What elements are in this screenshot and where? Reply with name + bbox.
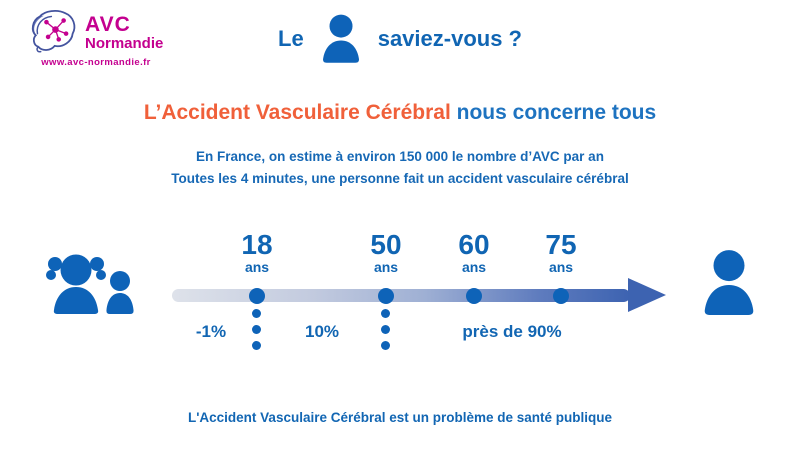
age-marker-18: 18 ans bbox=[241, 229, 273, 276]
timeline-dot bbox=[378, 288, 394, 304]
age-value: 75 bbox=[545, 229, 577, 260]
brand-name: AVC bbox=[85, 13, 131, 36]
did-you-know-header: Le saviez-vous ? bbox=[278, 12, 522, 66]
dropline-dot bbox=[252, 341, 261, 350]
intro-text: En France, on estime à environ 150 000 l… bbox=[0, 146, 800, 190]
timeline-bar bbox=[172, 289, 630, 302]
adult-icon bbox=[704, 250, 754, 315]
dropline-dot bbox=[381, 341, 390, 350]
dropline-dot bbox=[381, 309, 390, 318]
age-unit: ans bbox=[244, 259, 270, 275]
age-value: 18 bbox=[241, 229, 273, 260]
age-marker-60: 60 ans bbox=[458, 229, 490, 276]
age-unit: ans bbox=[548, 259, 574, 275]
age-marker-75: 75 ans bbox=[545, 229, 577, 276]
age-marker-50: 50 ans bbox=[370, 229, 402, 276]
footer-text: L'Accident Vasculaire Cérébral est un pr… bbox=[187, 410, 613, 425]
intro-line-2: Toutes les 4 minutes, une personne fait … bbox=[171, 171, 629, 186]
header-word-saviez: saviez-vous ? bbox=[377, 26, 522, 51]
title-rest: nous concerne tous bbox=[456, 101, 657, 124]
intro-line-1: En France, on estime à environ 150 000 l… bbox=[196, 149, 604, 164]
dropline-dot bbox=[381, 325, 390, 334]
age-unit: ans bbox=[373, 259, 399, 275]
timeline-dot bbox=[553, 288, 569, 304]
age-value: 60 bbox=[458, 229, 490, 260]
page-title: L’Accident Vasculaire Cérébral nous conc… bbox=[0, 101, 800, 125]
timeline-dot bbox=[466, 288, 482, 304]
brand-region: Normandie bbox=[85, 35, 164, 52]
age-value: 50 bbox=[370, 229, 402, 260]
brain-logo-icon bbox=[31, 10, 76, 53]
children-icon bbox=[46, 254, 134, 314]
header-word-le: Le bbox=[278, 26, 304, 51]
brand-url: www.avc-normandie.fr bbox=[41, 57, 151, 68]
timeline-arrow-icon bbox=[628, 278, 666, 312]
person-icon bbox=[322, 14, 359, 63]
title-highlight: L’Accident Vasculaire Cérébral bbox=[143, 101, 451, 124]
percentage-under-18: -1% bbox=[195, 322, 227, 341]
dropline-dot bbox=[252, 325, 261, 334]
percentage-18-50: 10% bbox=[304, 322, 340, 341]
dropline-dot bbox=[252, 309, 261, 318]
brand-logo: AVC Normandie www.avc-normandie.fr bbox=[26, 8, 166, 68]
age-unit: ans bbox=[461, 259, 487, 275]
timeline-dot bbox=[249, 288, 265, 304]
percentage-over-50: près de 90% bbox=[462, 322, 562, 341]
